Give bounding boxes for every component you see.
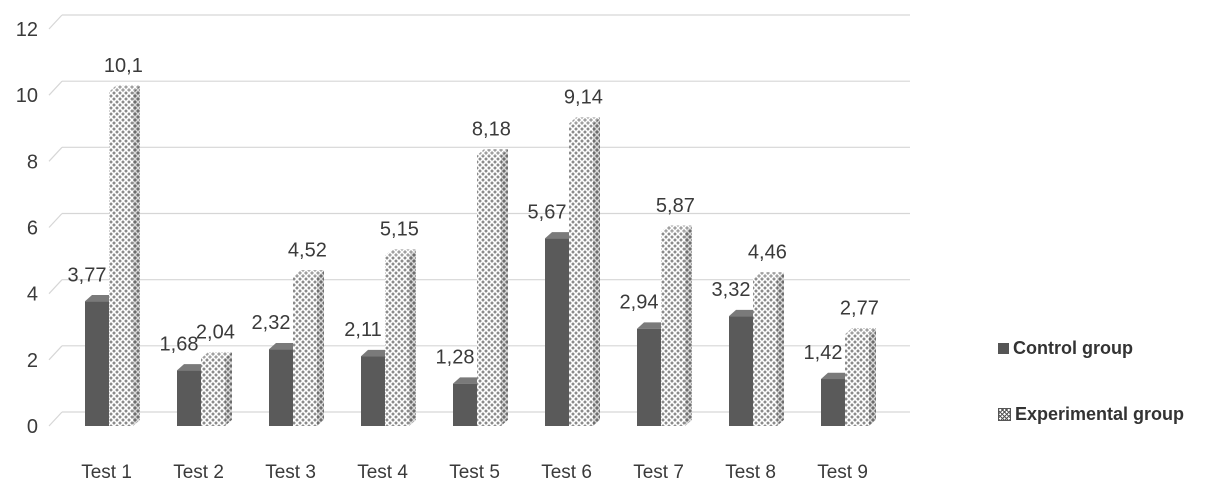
gridline-side <box>48 80 63 96</box>
x-category-label: Test 5 <box>449 462 500 483</box>
y-tick-label: 2 <box>27 350 38 372</box>
y-tick-label: 0 <box>27 416 38 438</box>
bar-control <box>361 356 385 426</box>
legend-label-control: Control group <box>1013 338 1133 358</box>
data-label-control: 2,32 <box>252 312 291 334</box>
bar-top <box>661 225 692 232</box>
data-label-control: 1,68 <box>160 333 199 355</box>
bar-experimental <box>845 334 869 426</box>
bar-side <box>685 225 692 426</box>
bar-control <box>269 349 293 426</box>
bar-top <box>453 377 484 384</box>
y-tick-label: 4 <box>27 284 38 306</box>
bar-top <box>361 349 392 357</box>
bar-side <box>225 352 232 426</box>
bar-top <box>753 272 784 279</box>
legend-label-experimental: Experimental group <box>1015 404 1185 424</box>
bar-side <box>869 328 876 426</box>
data-label-experimental: 5,15 <box>380 219 419 241</box>
gridline-side <box>48 345 63 361</box>
data-label-experimental: 4,52 <box>288 239 327 261</box>
bar-experimental <box>753 278 777 426</box>
bar-top <box>201 352 232 359</box>
legend-swatch-experimental <box>998 408 1011 421</box>
bar-experimental <box>477 155 501 426</box>
y-axis-ticks: 0 2 4 6 8 10 12 <box>16 19 38 438</box>
bar-experimental <box>293 276 317 426</box>
gridline-side <box>48 279 63 295</box>
x-category-label: Test 7 <box>633 462 684 483</box>
data-label-experimental: 2,04 <box>196 322 235 344</box>
bar-top <box>109 85 140 92</box>
data-label-control: 2,94 <box>620 292 659 314</box>
bar-top <box>637 322 668 329</box>
x-category-label: Test 2 <box>173 462 224 483</box>
bar-side <box>593 117 600 427</box>
x-category-label: Test 9 <box>817 462 868 483</box>
bar-control <box>821 379 845 426</box>
bar-control <box>545 238 569 426</box>
bar-control <box>177 370 201 426</box>
data-label-control: 1,28 <box>436 347 475 369</box>
bar-top <box>729 309 760 317</box>
gridline-side <box>48 14 63 30</box>
legend-swatch-control <box>998 343 1009 354</box>
legend-item-control: Control group <box>998 338 1133 359</box>
bar-top <box>177 364 208 371</box>
bar-top <box>545 232 576 239</box>
bar-top <box>293 270 324 277</box>
gridline-side <box>48 146 63 162</box>
bar-top <box>477 149 508 156</box>
bar-control <box>85 301 109 426</box>
data-label-experimental: 4,46 <box>748 241 787 263</box>
data-label-experimental: 2,77 <box>840 297 879 319</box>
bar-control <box>637 328 661 426</box>
x-category-label: Test 4 <box>357 462 408 483</box>
bar-experimental <box>201 358 225 426</box>
data-label-control: 3,32 <box>712 279 751 301</box>
legend-item-experimental: Experimental group <box>998 404 1184 425</box>
bar-control <box>453 383 477 426</box>
bar-top <box>845 328 876 335</box>
data-label-control: 3,77 <box>68 264 107 286</box>
data-labels: 3,77 10,1 1,682,04 2,32 4,52 2,11 5,15 1,28 8,18… <box>68 55 879 369</box>
bar-side <box>777 272 784 426</box>
x-category-label: Test 6 <box>541 462 592 483</box>
bar-side <box>409 249 416 426</box>
bar-top <box>385 249 416 256</box>
gridline-side <box>48 213 63 228</box>
bar-side <box>501 149 508 426</box>
data-label-experimental: 8,18 <box>472 118 511 140</box>
x-axis-categories: Test 1 Test 2 Test 3 Test 4 Test 5 Test 6 Test… <box>81 462 868 483</box>
y-tick-label: 8 <box>27 151 38 173</box>
bar-control <box>729 316 753 426</box>
y-tick-label: 12 <box>16 19 38 41</box>
data-label-experimental: 9,14 <box>564 87 603 109</box>
bar-experimental <box>569 123 593 426</box>
bars <box>85 85 876 427</box>
data-label-control: 2,11 <box>344 319 381 341</box>
x-category-label: Test 8 <box>725 462 776 483</box>
y-tick-label: 6 <box>27 218 38 240</box>
bar-experimental <box>109 91 133 426</box>
data-label-control: 5,67 <box>528 201 567 223</box>
bar-side <box>317 270 324 426</box>
y-tick-label: 10 <box>16 85 38 107</box>
x-category-label: Test 3 <box>265 462 316 483</box>
data-label-control: 1,42 <box>804 342 843 364</box>
bar-side <box>133 85 140 426</box>
data-label-experimental: 5,87 <box>656 195 695 217</box>
bar-top <box>269 342 300 350</box>
bar-top <box>821 372 852 380</box>
data-label-experimental: 10,1 <box>104 55 143 77</box>
bar-top <box>569 117 600 124</box>
bar-top <box>85 294 116 302</box>
bar-experimental <box>385 255 409 426</box>
bar-experimental <box>661 231 685 426</box>
x-category-label: Test 1 <box>81 462 132 483</box>
gridline-side <box>48 411 63 427</box>
